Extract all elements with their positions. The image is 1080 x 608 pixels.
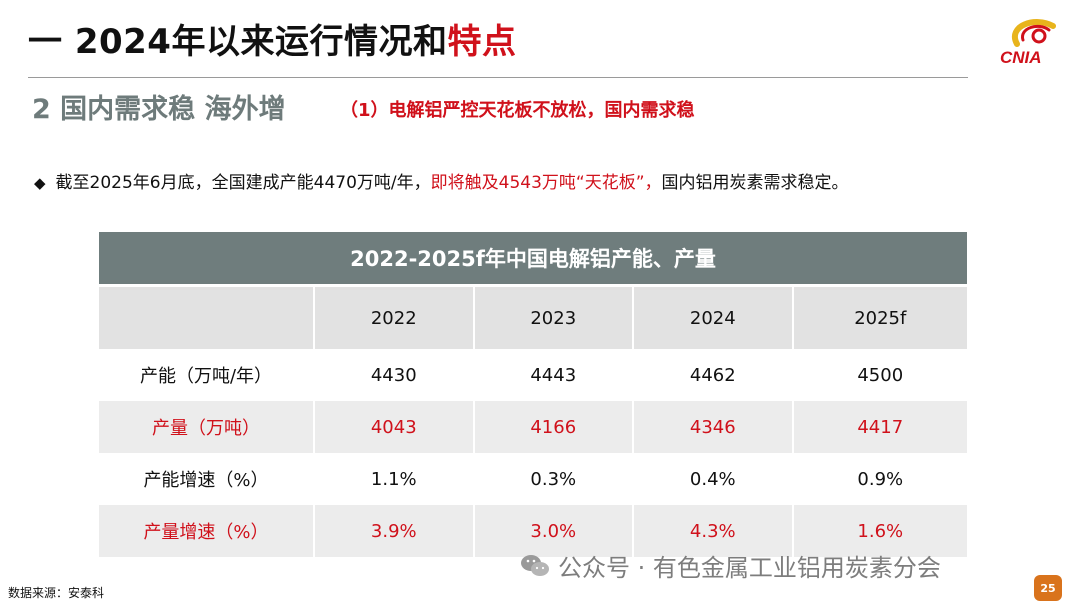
table-cell: 0.4% [634,453,794,505]
svg-text:CNIA: CNIA [1000,48,1042,67]
diamond-bullet-icon: ◆ [34,174,46,192]
section-point: （1）电解铝严控天花板不放松，国内需求稳 [340,100,695,121]
table-row: 产量（万吨） 4043 4166 4346 4417 [99,401,967,453]
table-row: 产能增速（%） 1.1% 0.3% 0.4% 0.9% [99,453,967,505]
table-cell: 4500 [857,364,904,386]
table-header-row: 2022 2023 2024 2025f [99,287,967,349]
table-cell: 3.9% [315,505,475,557]
slide-title-highlight: 特点 [447,22,517,62]
column-header: 2024 [634,287,794,349]
table-cell: 3.0% [474,505,635,557]
section-subtitle: 2 国内需求稳 海外增 [32,94,286,125]
table-cell: 4462 [634,349,794,401]
watermark-text: 公众号 · 有色金属工业铝用炭素分会 [558,554,941,582]
wechat-watermark: 公众号 · 有色金属工业铝用炭素分会 [520,548,941,583]
wechat-icon [521,554,549,576]
bullet-point: ◆ 截至2025年6月底，全国建成产能4470万吨/年，即将触及4543万吨“天花… [34,168,849,193]
capacity-output-table: 2022-2025f年中国电解铝产能、产量 2022 2023 2024 202… [99,232,967,557]
table-row: 产量增速（%） 3.9% 3.0% 4.3% 1.6% [99,505,967,557]
slide-title-text: 一 2024年以来运行情况和 [28,22,448,62]
table-header-corner [99,287,315,349]
row-label: 产量增速（%） [99,505,315,557]
cnia-logo: CNIA [1000,19,1056,67]
row-label: 产能（万吨/年） [99,349,315,401]
table-caption: 2022-2025f年中国电解铝产能、产量 [99,232,967,287]
table-cell: 4417 [793,401,967,453]
bullet-text: 截至2025年6月底，全国建成产能4470万吨/年， [55,173,431,193]
page-number-badge: 25 [1034,575,1062,601]
column-header: 2022 [315,287,475,349]
table-cell: 0.9% [857,468,904,490]
slide-title: 一 2024年以来运行情况和特点 [28,14,516,63]
bullet-text-tail: 国内铝用炭素需求稳定。 [661,173,849,193]
table-cell: 4.3% [634,505,794,557]
table-row: 产能（万吨/年） 4430 4443 4462 4500 [99,349,967,401]
bullet-text-highlight: 即将触及4543万吨“天花板”， [430,173,662,193]
row-label: 产量（万吨） [99,401,315,453]
table-cell: 1.6% [793,505,967,557]
table-cell: 4043 [315,401,475,453]
column-header: 2025f [793,287,967,349]
table-cell: 4443 [475,349,635,401]
title-divider [28,77,968,78]
table-cell: 0.3% [475,453,635,505]
column-header: 2023 [474,287,635,349]
table-cell: 4166 [474,401,635,453]
table-cell: 1.1% [315,453,475,505]
table-cell: 4346 [634,401,794,453]
table-cell: 4430 [315,349,475,401]
data-source-note: 数据来源：安泰科 [8,586,105,600]
row-label: 产能增速（%） [99,453,315,505]
